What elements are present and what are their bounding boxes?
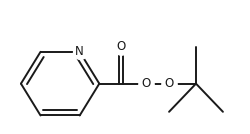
Text: O: O — [141, 77, 150, 90]
Text: O: O — [116, 40, 126, 53]
Text: O: O — [164, 77, 174, 90]
Text: N: N — [75, 45, 84, 58]
